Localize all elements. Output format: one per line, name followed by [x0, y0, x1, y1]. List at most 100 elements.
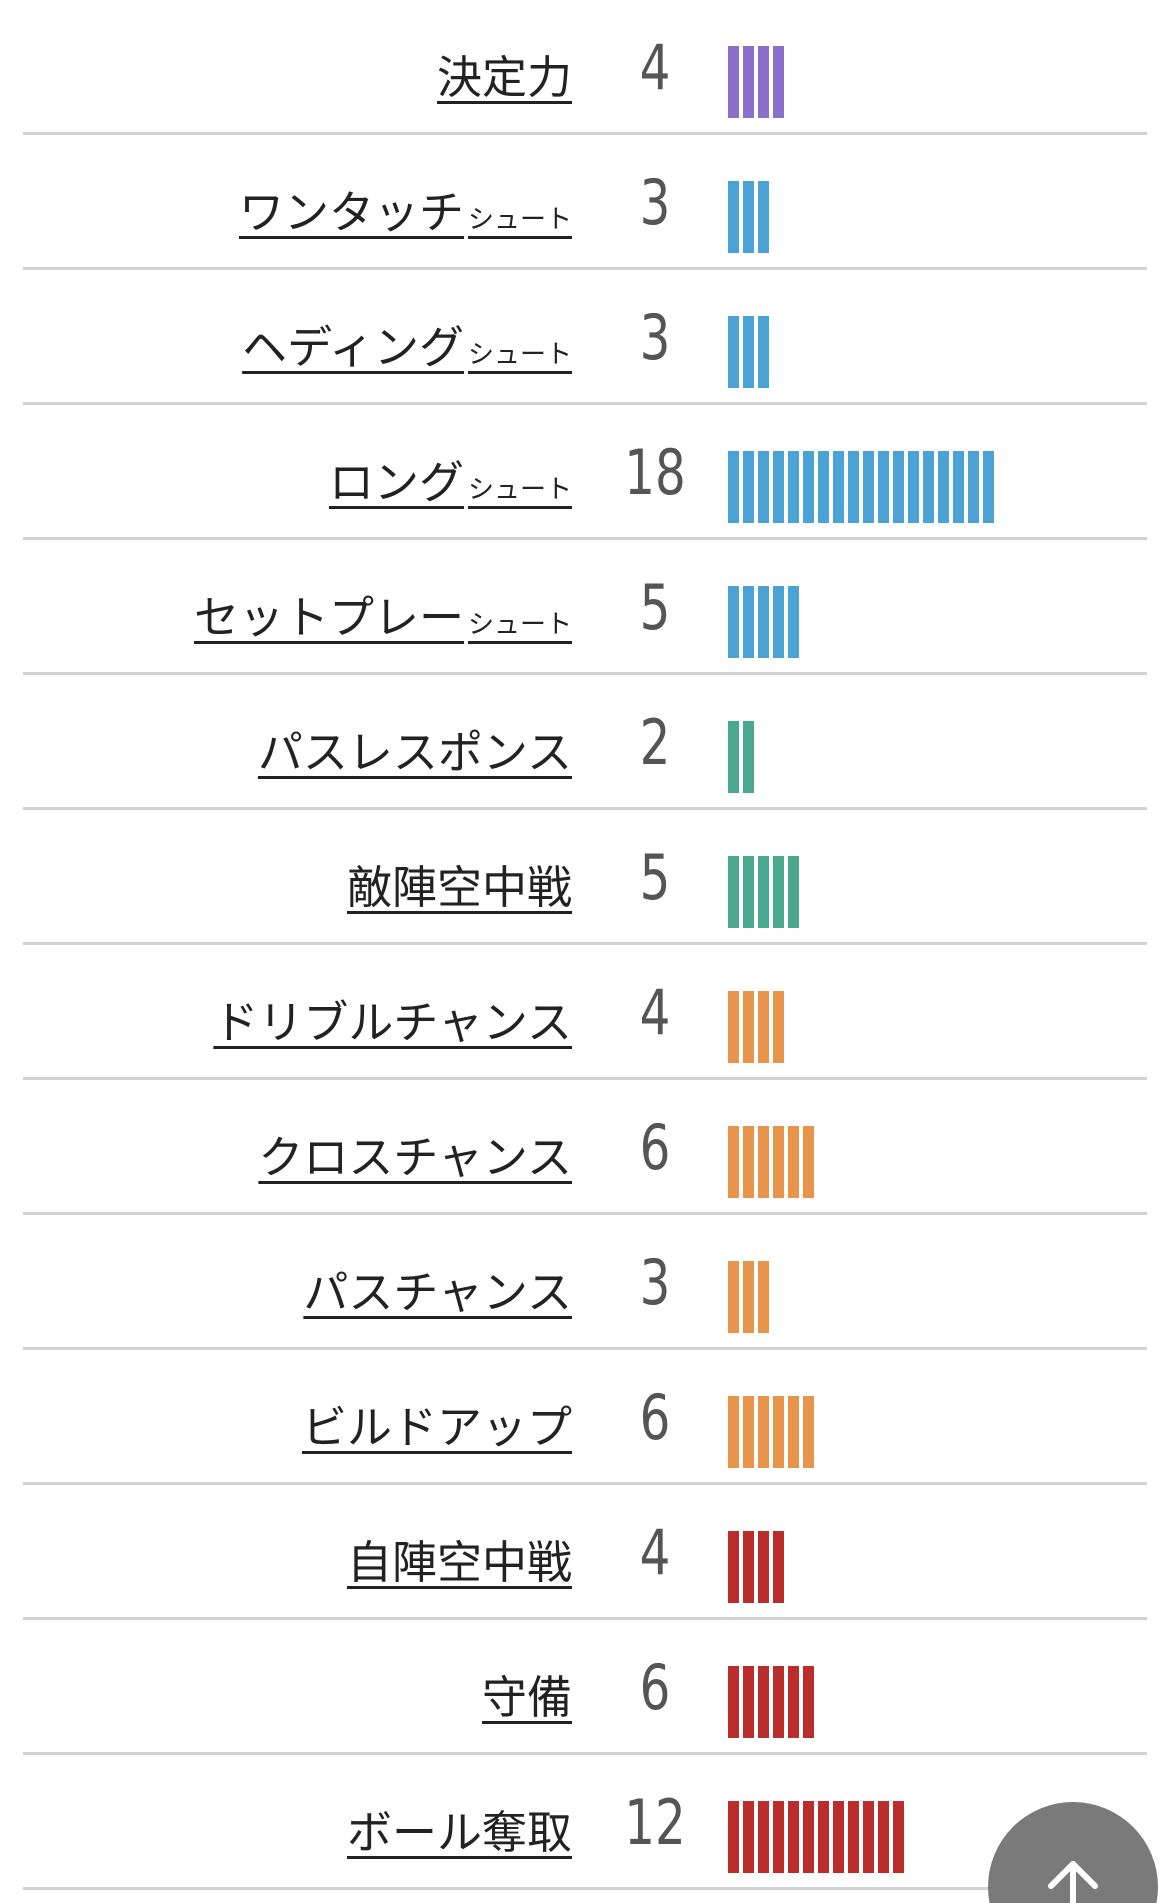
stat-label-link[interactable]: パスチャンス: [303, 1270, 572, 1315]
stat-label-link[interactable]: ボール奪取: [347, 1810, 572, 1855]
bar-segment: [743, 721, 754, 793]
stat-label-link[interactable]: 決定力: [437, 55, 572, 100]
stat-bar: [728, 586, 803, 658]
stat-row: ロング シュート 18: [0, 405, 1170, 540]
bar-segment: [788, 1126, 799, 1198]
bar-segment: [743, 586, 754, 658]
bar-segment: [833, 1801, 844, 1873]
bar-segment: [743, 451, 754, 523]
bar-segment: [743, 1666, 754, 1738]
stat-row: クロスチャンス 6: [0, 1080, 1170, 1215]
bar-segment: [863, 451, 874, 523]
stat-label-text: 敵陣空中戦: [346, 861, 572, 914]
stat-label-text: 決定力: [436, 51, 572, 104]
bar-segment: [758, 316, 769, 388]
stat-label-text: クロスチャンス: [258, 1131, 572, 1184]
stat-label-text: ドリブルチャンス: [213, 996, 572, 1049]
bar-segment: [773, 1531, 784, 1603]
stat-label-link[interactable]: パスレスポンス: [258, 730, 572, 775]
bar-segment: [758, 1801, 769, 1873]
stat-bar: [728, 46, 788, 118]
stat-label-link[interactable]: ロング シュート: [329, 460, 572, 505]
bar-segment: [773, 1126, 784, 1198]
stat-label-suffix: シュート: [467, 205, 572, 235]
bar-segment: [743, 316, 754, 388]
stat-bar: [728, 181, 773, 253]
stat-label-text: パスレスポンス: [257, 726, 572, 779]
stat-label-text: ロング: [328, 456, 464, 509]
stat-value: 6: [639, 1381, 671, 1454]
bar-segment: [833, 451, 844, 523]
bar-segment: [788, 586, 799, 658]
bar-segment: [728, 181, 739, 253]
bar-segment: [908, 451, 919, 523]
bar-segment: [728, 586, 739, 658]
stat-bar: [728, 316, 773, 388]
bar-segment: [968, 451, 979, 523]
stat-row: ドリブルチャンス 4: [0, 945, 1170, 1080]
bar-segment: [728, 1666, 739, 1738]
stat-row: ビルドアップ 6: [0, 1350, 1170, 1485]
bar-segment: [728, 1396, 739, 1468]
stat-row: 守備 6: [0, 1620, 1170, 1755]
stat-value: 3: [639, 301, 671, 374]
stat-label-link[interactable]: ドリブルチャンス: [213, 1000, 572, 1045]
stat-value: 5: [639, 841, 671, 914]
bar-segment: [758, 1126, 769, 1198]
stat-label-link[interactable]: ビルドアップ: [302, 1405, 572, 1450]
bar-segment: [758, 181, 769, 253]
stat-row: セットプレー シュート 5: [0, 540, 1170, 675]
stat-value: 2: [639, 706, 671, 779]
stat-label-link[interactable]: 敵陣空中戦: [347, 865, 572, 910]
bar-segment: [818, 451, 829, 523]
bar-segment: [743, 1396, 754, 1468]
bar-segment: [728, 1261, 739, 1333]
stat-bar: [728, 451, 998, 523]
bar-segment: [788, 856, 799, 928]
bar-segment: [788, 1801, 799, 1873]
stat-value: 4: [639, 31, 671, 104]
stat-label-link[interactable]: 守備: [482, 1675, 572, 1720]
bar-segment: [728, 46, 739, 118]
arrow-up-icon: [1048, 1861, 1098, 1903]
bar-segment: [743, 1531, 754, 1603]
stat-value: 4: [639, 1516, 671, 1589]
bar-segment: [803, 451, 814, 523]
stat-value: 3: [639, 166, 671, 239]
stat-label-link[interactable]: セットプレー シュート: [194, 595, 572, 640]
bar-segment: [758, 991, 769, 1063]
bar-segment: [863, 1801, 874, 1873]
bar-segment: [728, 856, 739, 928]
stat-label-suffix: シュート: [467, 340, 572, 370]
bar-segment: [758, 451, 769, 523]
bar-segment: [758, 1396, 769, 1468]
stat-value: 6: [639, 1111, 671, 1184]
stat-label-text: 自陣空中戦: [346, 1536, 572, 1589]
bar-segment: [728, 991, 739, 1063]
bar-segment: [758, 1531, 769, 1603]
stat-row: パスレスポンス 2: [0, 675, 1170, 810]
bar-segment: [893, 451, 904, 523]
stat-bar: [728, 721, 758, 793]
stat-label-link[interactable]: ワンタッチ シュート: [239, 190, 572, 235]
bar-segment: [758, 856, 769, 928]
stat-label-link[interactable]: クロスチャンス: [258, 1135, 572, 1180]
bar-segment: [773, 1801, 784, 1873]
bar-segment: [818, 1801, 829, 1873]
bar-segment: [923, 451, 934, 523]
bar-segment: [743, 46, 754, 118]
stat-value: 4: [639, 976, 671, 1049]
bar-segment: [728, 721, 739, 793]
stat-bar: [728, 1531, 788, 1603]
bar-segment: [983, 451, 994, 523]
stat-label-text: ヘディング: [242, 321, 464, 374]
stat-label-link[interactable]: ヘディング シュート: [242, 325, 572, 370]
stat-label-link[interactable]: 自陣空中戦: [347, 1540, 572, 1585]
bar-segment: [743, 991, 754, 1063]
bar-segment: [803, 1801, 814, 1873]
stat-row: ワンタッチ シュート 3: [0, 135, 1170, 270]
stat-row: 自陣空中戦 4: [0, 1485, 1170, 1620]
bar-segment: [803, 1666, 814, 1738]
bar-segment: [743, 1126, 754, 1198]
